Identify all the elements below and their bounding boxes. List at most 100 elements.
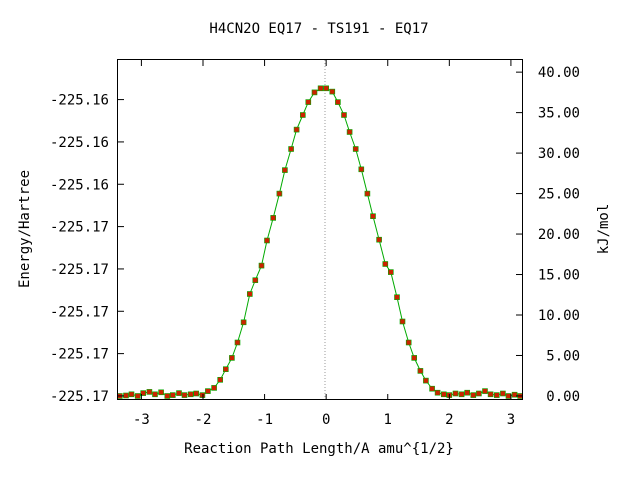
data-point xyxy=(370,213,376,219)
y-left-tick-label: -225.17 xyxy=(50,389,109,405)
data-point xyxy=(282,167,288,173)
y-axis-right: 0.00 5.00 10.00 15.00 20.00 25.00 30.00 35.00 40… xyxy=(516,65,580,405)
data-point xyxy=(440,391,447,398)
data-point xyxy=(394,294,400,301)
y-right-tick-label: 10.00 xyxy=(538,308,580,324)
data-point xyxy=(341,112,347,118)
data-point xyxy=(429,385,435,392)
data-point xyxy=(423,377,429,384)
data-point xyxy=(299,112,306,118)
y-axis-left: -225.17 -225.17 -225.17 -225.17 -225.17 -225.… xyxy=(50,93,124,405)
y-left-tick-label: -225.17 xyxy=(50,347,109,363)
y-axis-label-right: kJ/mol xyxy=(596,204,612,255)
data-point xyxy=(346,129,353,135)
data-point xyxy=(123,392,129,399)
data-point xyxy=(464,389,471,396)
data-point xyxy=(358,166,365,173)
data-point xyxy=(193,390,199,397)
data-point xyxy=(293,126,300,133)
data-point xyxy=(234,339,241,346)
data-point xyxy=(205,388,211,394)
data-point xyxy=(364,190,371,197)
data-point xyxy=(217,376,223,383)
x-tick-label: -1 xyxy=(256,412,273,428)
data-point xyxy=(240,319,247,326)
data-point xyxy=(505,393,512,399)
data-point xyxy=(382,261,389,267)
data-point xyxy=(146,389,153,395)
data-point xyxy=(387,269,394,275)
chart-title: H4CN2O EQ17 - TS191 - EQ17 xyxy=(209,21,428,37)
y-left-tick-label: -225.16 xyxy=(50,177,109,193)
data-point xyxy=(434,389,441,396)
data-point xyxy=(311,89,318,96)
data-point xyxy=(399,318,406,325)
data-point xyxy=(305,99,312,105)
data-point xyxy=(258,262,265,269)
data-point xyxy=(152,391,158,398)
data-point xyxy=(199,392,206,398)
data-point xyxy=(128,391,135,398)
y-right-tick-label: 30.00 xyxy=(538,146,580,162)
x-tick-label: -3 xyxy=(133,412,150,428)
data-point xyxy=(176,390,182,396)
y-left-tick-label: -225.17 xyxy=(50,262,109,278)
data-point xyxy=(405,339,412,346)
data-point xyxy=(170,392,176,398)
x-tick-label: 3 xyxy=(507,412,515,428)
x-axis-label: Reaction Path Length/A amu^{1/2} xyxy=(184,441,454,457)
data-point xyxy=(493,392,500,398)
data-point xyxy=(252,277,259,284)
data-point xyxy=(229,355,235,361)
data-point xyxy=(482,388,488,394)
plot-content xyxy=(117,85,524,399)
data-point xyxy=(470,392,477,398)
data-point xyxy=(323,85,330,92)
data-point xyxy=(264,237,270,244)
data-point xyxy=(335,99,341,105)
data-point xyxy=(317,85,324,92)
y-right-tick-label: 35.00 xyxy=(538,106,580,122)
data-point xyxy=(270,215,277,221)
data-point xyxy=(411,355,418,361)
data-point xyxy=(187,391,194,398)
data-point xyxy=(181,392,188,398)
series-line xyxy=(119,87,521,397)
data-point xyxy=(500,390,506,397)
data-point xyxy=(476,390,482,397)
data-point xyxy=(140,390,146,396)
data-point xyxy=(134,393,141,399)
data-point xyxy=(511,391,518,398)
data-point xyxy=(276,190,283,197)
y-right-tick-label: 0.00 xyxy=(546,389,580,405)
x-tick-label: 0 xyxy=(322,412,330,428)
data-point xyxy=(376,236,382,243)
data-point xyxy=(223,366,229,373)
y-right-tick-label: 15.00 xyxy=(538,268,580,284)
data-point xyxy=(288,146,294,152)
data-point xyxy=(329,88,336,95)
y-left-tick-label: -225.17 xyxy=(50,220,109,236)
data-point xyxy=(458,391,465,398)
x-axis: -3 -2 -1 0 1 2 3 xyxy=(133,60,515,428)
y-right-tick-label: 20.00 xyxy=(538,227,580,243)
data-point xyxy=(211,385,217,391)
data-point xyxy=(247,291,253,297)
y-left-tick-label: -225.16 xyxy=(50,93,109,109)
y-left-tick-label: -225.17 xyxy=(50,304,109,320)
data-point xyxy=(158,389,164,396)
data-point xyxy=(352,146,359,152)
data-point xyxy=(452,390,459,397)
plot-frame xyxy=(117,59,523,400)
y-left-tick-label: -225.16 xyxy=(50,135,109,151)
y-axis-label-left: Energy/Hartree xyxy=(17,170,33,288)
data-point xyxy=(417,368,424,374)
x-tick-label: 1 xyxy=(384,412,392,428)
y-right-tick-label: 25.00 xyxy=(538,187,580,203)
data-point xyxy=(487,391,494,398)
data-point xyxy=(164,393,171,399)
y-right-tick-label: 5.00 xyxy=(546,348,580,364)
y-right-tick-label: 40.00 xyxy=(538,65,580,81)
x-tick-label: 2 xyxy=(445,412,453,428)
